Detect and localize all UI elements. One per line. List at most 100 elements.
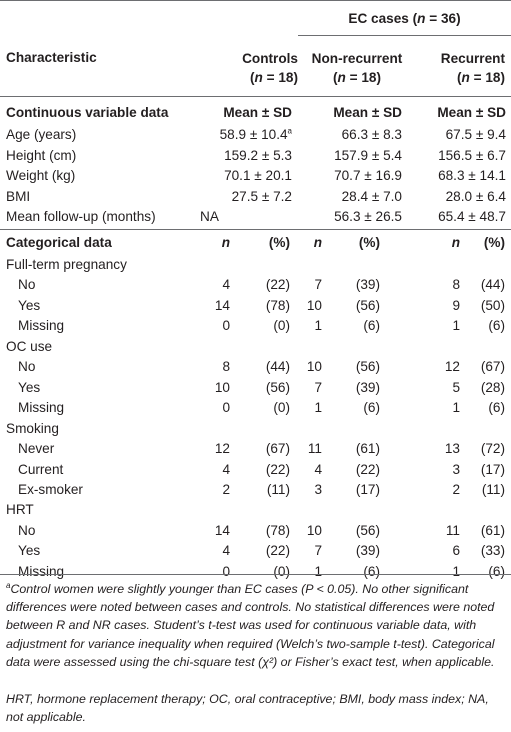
nonrec-pct: (56) (355, 297, 380, 313)
group-label: Smoking (6, 420, 59, 436)
row-label: Missing (18, 563, 65, 579)
controls-n: 14 (214, 297, 230, 313)
rec-n: 1 (452, 400, 460, 416)
nonrec-pct: (6) (363, 318, 380, 334)
rec-pct: (72) (480, 441, 505, 457)
rec-value: 67.5 ± 9.4 (445, 127, 506, 142)
categorical-row: Missing 0 (0) 1 (6) 1 (6) (0, 561, 511, 583)
controls-value: 159.2 ± 5.3 (180, 145, 292, 167)
controls-value: NA (200, 206, 240, 228)
controls-value: 70.1 ± 20.1 (180, 165, 292, 187)
nonrec-pct: (56) (355, 359, 380, 375)
categorical-row: Yes 4 (22) 7 (39) 6 (33) (0, 540, 511, 562)
nonrec-n: 1 (314, 563, 322, 579)
rec-pct: (67) (480, 359, 505, 375)
rec-value: 156.5 ± 6.7 (438, 147, 506, 163)
footnote-a-marker: a (6, 580, 11, 590)
categorical-section-header: Categorical data n (%) n (%) n (%) (0, 232, 511, 254)
categorical-row: No 14 (78) 10 (56) 11 (61) (0, 520, 511, 542)
rec-value: 68.3 ± 14.1 (438, 168, 506, 183)
rec-pct: (6) (488, 400, 505, 416)
nonrec-n: 4 (314, 461, 322, 477)
nonrec-n: 7 (314, 543, 322, 559)
row-label: Height (cm) (6, 147, 77, 163)
categorical-row: Current 4 (22) 4 (22) 3 (17) (0, 459, 511, 481)
header-bottom-rule (0, 96, 511, 97)
categorical-section-label: Categorical data (6, 235, 112, 250)
controls-n: 8 (222, 359, 230, 375)
continuous-row: BMI 27.5 ± 7.2 28.4 ± 7.0 28.0 ± 6.4 (0, 186, 511, 208)
group-label: OC use (6, 338, 53, 354)
footnote-a-text: Control women were slightly younger than… (6, 582, 495, 669)
controls-pct: (78) (265, 297, 290, 313)
controls-n: 2 (222, 481, 230, 497)
rec-n: 8 (452, 277, 460, 293)
controls-value-text: NA (200, 209, 219, 224)
category-group-label: Smoking (0, 418, 511, 440)
nonrec-pct: (6) (363, 563, 380, 579)
rec-n: 1 (452, 318, 460, 334)
nonrec-pct: (39) (355, 543, 380, 559)
controls-pct: (0) (273, 400, 290, 416)
rec-value: 65.4 ± 48.7 (438, 209, 506, 224)
rec-value: 28.0 ± 6.4 (445, 188, 506, 204)
row-label: Never (18, 441, 55, 457)
row-label: Yes (18, 379, 41, 395)
group-label: HRT (6, 502, 34, 518)
controls-pct: (0) (273, 563, 290, 579)
controls-value-text: 58.9 ± 10.4 (219, 127, 288, 142)
row-label: Weight (kg) (6, 168, 76, 183)
row-label: BMI (6, 188, 31, 204)
rec-pct: (28) (480, 379, 505, 395)
continuous-row: Height (cm) 159.2 ± 5.3 157.9 ± 5.4 156.5 ±… (0, 145, 511, 167)
rec-pct: (11) (481, 481, 505, 497)
controls-n-header: n (221, 235, 230, 250)
nonrec-value: 28.4 ± 7.0 (341, 188, 402, 204)
categorical-row: Yes 14 (78) 10 (56) 9 (50) (0, 295, 511, 317)
rec-n-header: n (451, 235, 460, 250)
nonrec-pct: (17) (355, 481, 380, 497)
controls-value-text: 159.2 ± 5.3 (224, 147, 292, 163)
rec-pct: (6) (488, 318, 505, 334)
controls-pct-header: (%) (268, 235, 290, 250)
rec-n: 9 (452, 297, 460, 313)
nonrec-n-header: n (313, 235, 322, 250)
characteristic-header: Characteristic (6, 50, 97, 65)
nonrec-pct: (22) (355, 461, 380, 477)
categorical-row: No 8 (44) 10 (56) 12 (67) (0, 356, 511, 378)
rec-pct: (44) (480, 277, 505, 293)
nonrec-n: 10 (306, 522, 322, 538)
controls-pct: (67) (265, 441, 290, 457)
rec-pct: (17) (480, 461, 505, 477)
controls-value-text: 27.5 ± 7.2 (231, 188, 292, 204)
categorical-row: Ex-smoker 2 (11) 3 (17) 2 (11) (0, 479, 511, 501)
row-label: No (18, 277, 36, 293)
controls-pct: (0) (273, 318, 290, 334)
controls-value: 27.5 ± 7.2 (180, 186, 292, 208)
continuous-bottom-rule (0, 229, 511, 230)
rec-pct: (33) (480, 543, 505, 559)
controls-n: 10 (214, 379, 230, 395)
controls-pct: (56) (265, 379, 290, 395)
rec-n: 12 (444, 359, 460, 375)
continuous-row: Weight (kg) 70.1 ± 20.1 70.7 ± 16.9 68.3 ± … (0, 165, 511, 187)
row-label: Current (18, 461, 64, 477)
nonrec-n: 7 (314, 277, 322, 293)
table-bottom-rule (0, 574, 511, 575)
controls-pct: (22) (265, 461, 290, 477)
ec-cases-rule (298, 35, 511, 36)
rec-n: 2 (452, 481, 460, 497)
controls-value: 58.9 ± 10.4a (180, 124, 292, 146)
recurrent-header: Recurrent (n = 18) (440, 51, 505, 85)
nonrec-n: 1 (314, 400, 322, 416)
nonrec-n: 11 (307, 441, 322, 457)
controls-n: 14 (214, 522, 230, 538)
nonrec-value: 56.3 ± 26.5 (334, 209, 402, 224)
row-label: Ex-smoker (18, 481, 83, 497)
categorical-row: Never 12 (67) 11 (61) 13 (72) (0, 438, 511, 460)
controls-pct: (78) (265, 522, 290, 538)
continuous-section-label: Continuous variable data (6, 105, 169, 120)
row-label: Yes (18, 297, 41, 313)
ec-cases-header: EC cases (n = 36) (348, 11, 461, 26)
